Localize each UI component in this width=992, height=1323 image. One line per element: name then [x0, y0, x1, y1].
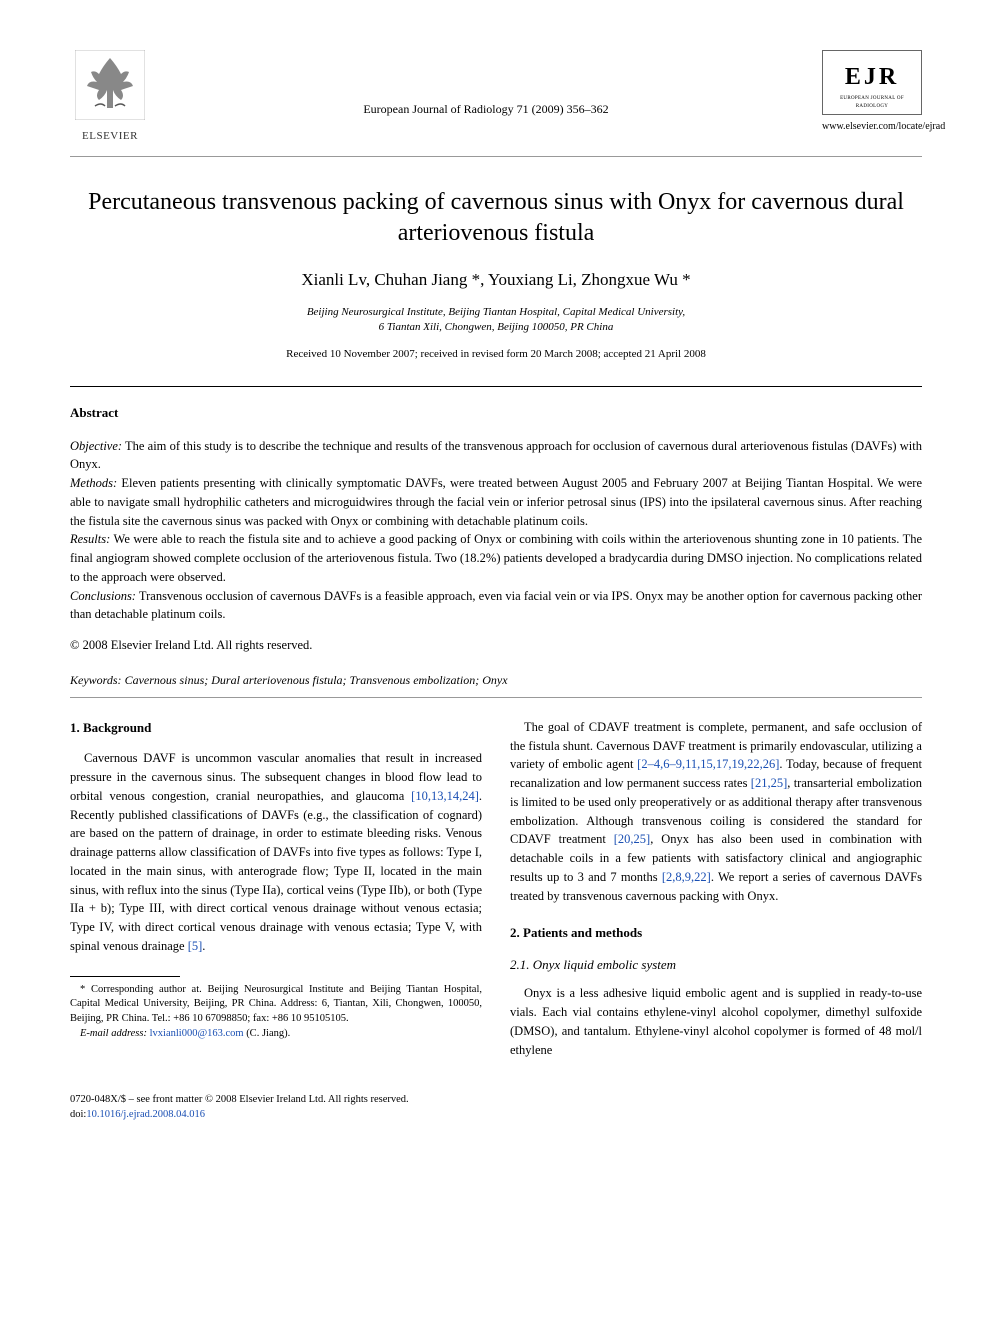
page-footer: 0720-048X/$ – see front matter © 2008 El… — [70, 1093, 922, 1122]
objective-text: The aim of this study is to describe the… — [70, 439, 922, 472]
citation-link[interactable]: [21,25] — [751, 776, 787, 790]
keywords-label: Keywords: — [70, 673, 122, 687]
s1p1-text-b: . Recently published classifications of … — [70, 789, 482, 953]
affiliation: Beijing Neurosurgical Institute, Beijing… — [70, 305, 922, 336]
elsevier-logo: ELSEVIER — [70, 50, 150, 144]
citation-link[interactable]: [5] — [188, 939, 203, 953]
footer-copyright: 0720-048X/$ – see front matter © 2008 El… — [70, 1094, 409, 1105]
page-header: ELSEVIER European Journal of Radiology 7… — [70, 50, 922, 144]
article-title: Percutaneous transvenous packing of cave… — [70, 187, 922, 249]
email-author: (C. Jiang). — [244, 1028, 291, 1039]
abstract-bottom-rule — [70, 697, 922, 698]
doi-link[interactable]: 10.1016/j.ejrad.2008.04.016 — [86, 1109, 205, 1120]
citation-link[interactable]: [10,13,14,24] — [411, 789, 479, 803]
affiliation-line2: 6 Tiantan Xili, Chongwen, Beijing 100050… — [379, 321, 614, 333]
conclusions-text: Transvenous occlusion of cavernous DAVFs… — [70, 589, 922, 622]
affiliation-line1: Beijing Neurosurgical Institute, Beijing… — [307, 306, 685, 318]
keywords: Keywords: Cavernous sinus; Dural arterio… — [70, 671, 922, 689]
article-dates: Received 10 November 2007; received in r… — [70, 346, 922, 363]
abstract-body: Objective: The aim of this study is to d… — [70, 437, 922, 625]
authors: Xianli Lv, Chuhan Jiang *, Youxiang Li, … — [70, 267, 922, 293]
ejr-logo-subtitle: EUROPEAN JOURNAL OF RADIOLOGY — [827, 95, 917, 110]
left-column: 1. Background Cavernous DAVF is uncommon… — [70, 718, 482, 1070]
conclusions-label: Conclusions: — [70, 589, 136, 603]
section-2-1-para-1: Onyx is a less adhesive liquid embolic a… — [510, 984, 922, 1059]
copyright: © 2008 Elsevier Ireland Ltd. All rights … — [70, 636, 922, 655]
section-1-heading: 1. Background — [70, 718, 482, 738]
ejr-logo-box: EJR EUROPEAN JOURNAL OF RADIOLOGY — [822, 50, 922, 115]
section-2-heading: 2. Patients and methods — [510, 923, 922, 943]
header-rule — [70, 156, 922, 157]
section-1-para-1: Cavernous DAVF is uncommon vascular anom… — [70, 749, 482, 955]
citation-link[interactable]: [2–4,6–9,11,15,17,19,22,26] — [637, 757, 779, 771]
journal-url[interactable]: www.elsevier.com/locate/ejrad — [822, 119, 922, 134]
section-2-1-heading: 2.1. Onyx liquid embolic system — [510, 955, 922, 975]
citation-link[interactable]: [2,8,9,22] — [662, 870, 711, 884]
journal-reference: European Journal of Radiology 71 (2009) … — [150, 50, 822, 118]
right-column: The goal of CDAVF treatment is complete,… — [510, 718, 922, 1070]
ejr-logo-title: EJR — [827, 59, 917, 95]
objective-label: Objective: — [70, 439, 122, 453]
methods-label: Methods: — [70, 476, 117, 490]
email-footnote: E-mail address: lvxianli000@163.com (C. … — [70, 1027, 482, 1042]
ejr-logo: EJR EUROPEAN JOURNAL OF RADIOLOGY www.el… — [822, 50, 922, 134]
s1p1-text-c: . — [202, 939, 205, 953]
footnote-rule — [70, 976, 180, 977]
methods-text: Eleven patients presenting with clinical… — [70, 476, 922, 528]
results-text: We were able to reach the fistula site a… — [70, 532, 922, 584]
abstract-top-rule — [70, 386, 922, 387]
elsevier-tree-icon — [75, 50, 145, 120]
email-label: E-mail address: — [80, 1028, 147, 1039]
publisher-name: ELSEVIER — [70, 128, 150, 145]
abstract-heading: Abstract — [70, 403, 922, 423]
section-1-para-2: The goal of CDAVF treatment is complete,… — [510, 718, 922, 906]
doi-prefix: doi: — [70, 1109, 86, 1120]
email-link[interactable]: lvxianli000@163.com — [147, 1028, 244, 1039]
results-label: Results: — [70, 532, 110, 546]
keywords-text: Cavernous sinus; Dural arteriovenous fis… — [122, 673, 508, 687]
corresponding-footnote: * Corresponding author at. Beijing Neuro… — [70, 983, 482, 1027]
two-column-body: 1. Background Cavernous DAVF is uncommon… — [70, 718, 922, 1070]
citation-link[interactable]: [20,25] — [614, 832, 650, 846]
